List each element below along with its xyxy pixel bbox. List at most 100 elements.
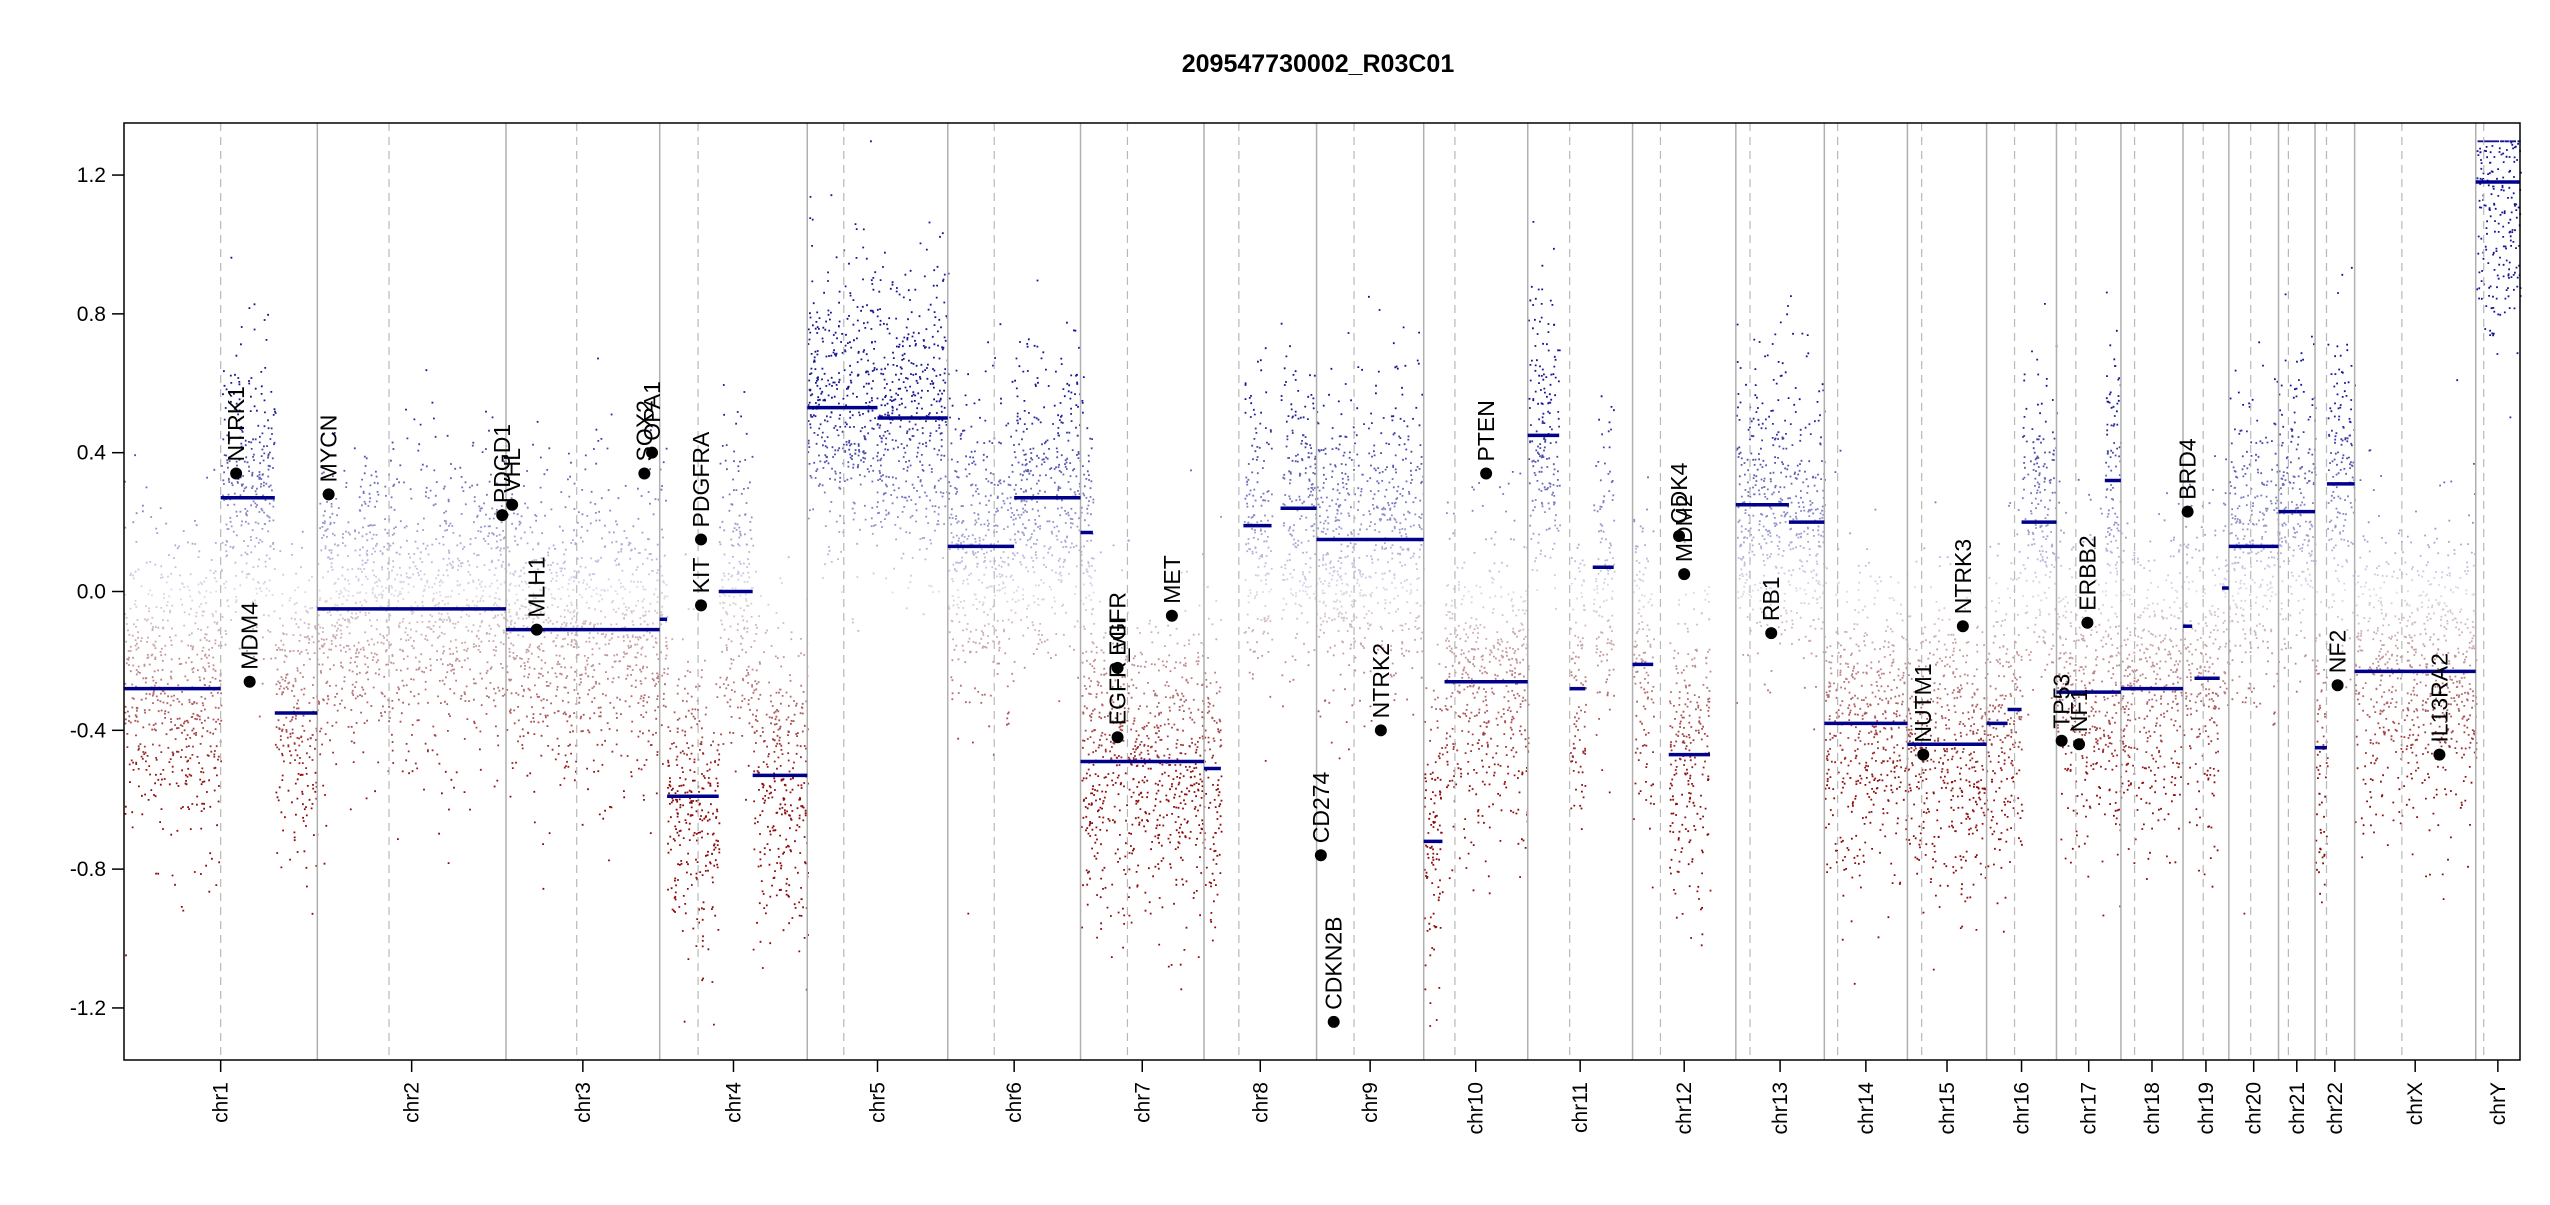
probe-dots (1353, 431, 2054, 434)
probe-dots (244, 439, 2344, 442)
probe-dots (224, 406, 2340, 410)
probe-dots (174, 737, 2474, 740)
probe-dots (151, 728, 154, 731)
probe-dots (320, 638, 2286, 641)
probe-dots (244, 551, 2473, 554)
probe-dots (223, 418, 2340, 421)
probe-dots (140, 698, 2469, 701)
probe-dots (248, 618, 2442, 621)
gene-label: NTRK3 (1950, 539, 1976, 614)
probe-dots (269, 450, 2339, 454)
y-tick-label: 0.0 (77, 581, 106, 604)
probe-dots (285, 716, 2441, 719)
probe-dots (137, 687, 2378, 690)
probe-dots (386, 608, 2452, 611)
probe-dots (163, 777, 2413, 781)
gene-label: NF2 (2325, 630, 2351, 673)
probe-dots (334, 543, 2462, 546)
probe-dots (420, 633, 2154, 636)
probe-dots (363, 655, 2457, 658)
probe-dots (128, 633, 2461, 637)
probe-dots (125, 616, 2405, 620)
probe-dots (609, 702, 612, 704)
probe-dots (237, 478, 2284, 481)
probe-dots (131, 696, 2456, 700)
probe-dots (197, 714, 2107, 718)
probe-dots (391, 707, 394, 710)
probe-dots (304, 591, 2455, 594)
probe-dots (152, 679, 2437, 682)
gene-label: PDGD1 (489, 424, 515, 503)
probe-dots (601, 763, 2128, 766)
gene-label: ERBB2 (2074, 535, 2100, 610)
probe-dots (436, 753, 1444, 756)
probe-dots (271, 432, 2281, 436)
probe-dots (1380, 518, 1795, 521)
probe-dots (735, 422, 2276, 425)
probe-dots (279, 738, 2439, 741)
probe-dots (532, 597, 535, 600)
probe-dots (185, 779, 2374, 782)
probe-dots (1481, 759, 1483, 762)
probe-dots (128, 656, 2383, 659)
probe-dots (225, 497, 2342, 501)
probe-dots (1877, 747, 1879, 750)
probe-dots (355, 655, 2468, 659)
probe-dots (317, 614, 2447, 617)
gene-point (1917, 748, 1930, 761)
probe-dots (666, 615, 2443, 618)
probe-dots (161, 668, 2379, 671)
probe-dots (222, 479, 2311, 482)
probe-dots (191, 542, 2469, 546)
probe-dots (475, 726, 2469, 729)
probe-dots (359, 600, 1938, 603)
chromosome-label: chr12 (1673, 1082, 1696, 1135)
probe-dots (676, 718, 2414, 721)
probe-dots (137, 665, 2428, 669)
chromosome-label: chr1 (210, 1082, 233, 1123)
probe-dots (244, 444, 2353, 447)
probe-dots (160, 678, 2416, 681)
chromosome-label: chr13 (1769, 1082, 1792, 1135)
gene-point (1678, 568, 1691, 581)
probe-dots (192, 727, 2450, 731)
probe-dots (254, 502, 2277, 505)
gene-point (1327, 1015, 1340, 1028)
probe-dots (517, 693, 2416, 696)
probe-dots (180, 756, 2440, 759)
probe-dots (251, 473, 2338, 476)
probe-dots (240, 425, 2285, 428)
probe-dots (1799, 463, 1801, 465)
probe-dots (203, 780, 2382, 783)
probe-dots (127, 658, 2466, 661)
y-tick-label: -0.4 (70, 719, 107, 742)
probe-dots (249, 410, 2333, 413)
probe-dots (170, 721, 2447, 724)
probe-dots (566, 760, 2157, 763)
probe-dots (1438, 752, 1707, 755)
probe-dots (238, 457, 2349, 461)
probe-dots (223, 470, 2317, 474)
probe-dots (250, 637, 2258, 640)
probe-dots (202, 771, 2087, 774)
probe-dots (261, 509, 2286, 512)
probe-dots (391, 741, 703, 743)
probe-dots (141, 757, 2437, 760)
probe-dots (888, 414, 1297, 417)
probe-dots (425, 486, 2356, 489)
probe-dots (135, 540, 2450, 544)
probe-dots (239, 475, 2335, 479)
gene-point (695, 599, 708, 612)
gene-point (496, 509, 509, 522)
probe-dots (246, 649, 2364, 652)
probe-dots (183, 729, 2474, 732)
probe-dots (241, 430, 2305, 434)
gene-label: EGFR (1105, 592, 1131, 656)
probe-dots (457, 569, 659, 571)
probe-dots (2143, 567, 2146, 569)
probe-dots (364, 612, 2301, 615)
probe-dots (424, 638, 1488, 640)
probe-dots (236, 514, 2380, 518)
probe-dots (145, 604, 2448, 607)
